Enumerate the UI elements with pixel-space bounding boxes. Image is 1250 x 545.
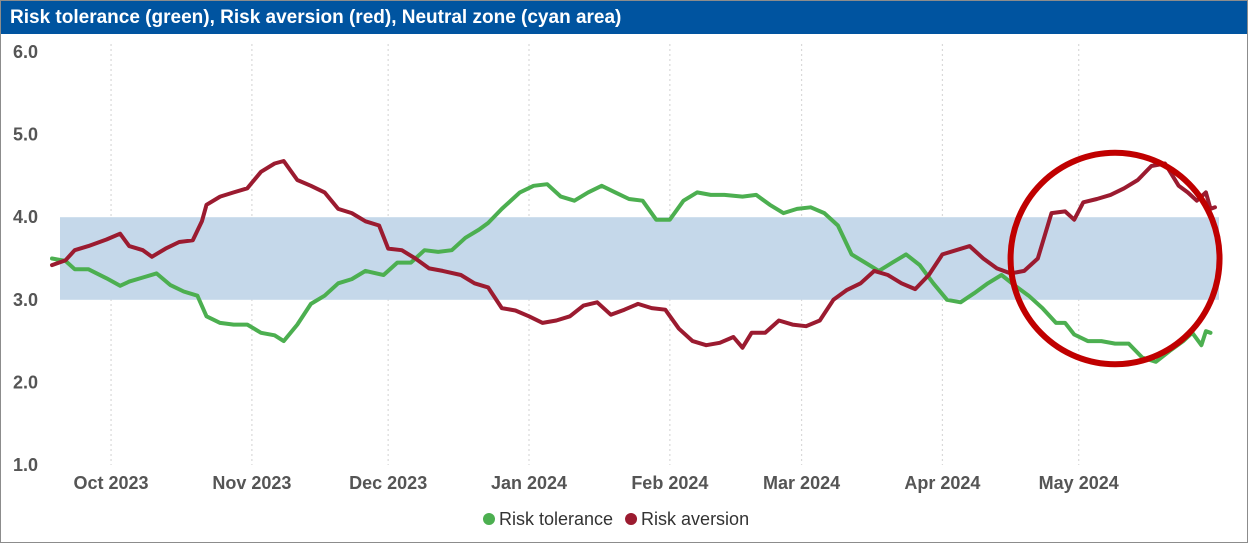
y-axis-ticks: 6.0 5.0 4.0 3.0 2.0 1.0 <box>13 42 38 475</box>
legend-marker-risk-aversion <box>625 513 638 525</box>
y-tick-label: 4.0 <box>13 207 38 227</box>
legend-label-risk-aversion[interactable]: Risk aversion <box>641 509 749 529</box>
chart-title: Risk tolerance (green), Risk aversion (r… <box>10 7 622 28</box>
y-tick-label: 1.0 <box>13 455 38 475</box>
x-tick-label: Nov 2023 <box>212 473 291 493</box>
series-line-risk-tolerance <box>50 182 1213 364</box>
x-tick-label: Oct 2023 <box>74 473 149 493</box>
legend-marker-risk-tolerance <box>483 513 495 525</box>
legend-label-risk-tolerance[interactable]: Risk tolerance <box>499 509 613 529</box>
y-tick-label: 6.0 <box>13 42 38 62</box>
x-tick-label: Mar 2024 <box>763 473 840 493</box>
x-tick-label: Jan 2024 <box>491 473 567 493</box>
legend[interactable]: Risk tolerance Risk aversion <box>483 509 749 529</box>
x-tick-label: May 2024 <box>1039 473 1119 493</box>
y-tick-label: 3.0 <box>13 290 38 310</box>
y-tick-label: 5.0 <box>13 125 38 145</box>
x-tick-label: Dec 2023 <box>349 473 427 493</box>
y-tick-label: 2.0 <box>13 372 38 392</box>
series-line-risk-aversion <box>50 159 1217 350</box>
title-bar: Risk tolerance (green), Risk aversion (r… <box>1 1 1247 34</box>
x-tick-label: Apr 2024 <box>904 473 980 493</box>
x-axis-ticks: Oct 2023 Nov 2023 Dec 2023 Jan 2024 Feb 2024… <box>74 473 1119 493</box>
series-layer <box>50 159 1217 364</box>
neutral-zone-layer <box>60 217 1219 300</box>
neutral-zone-band <box>60 217 1219 300</box>
x-tick-label: Feb 2024 <box>631 473 708 493</box>
highlight-ellipse <box>1007 149 1223 368</box>
highlight-layer <box>1007 149 1223 368</box>
